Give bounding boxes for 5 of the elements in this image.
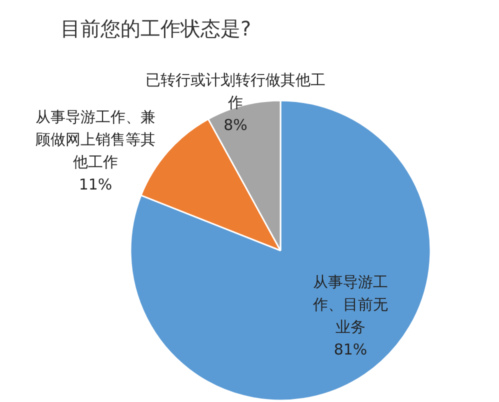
data-label: 8%: [224, 116, 248, 134]
slice-label: 从事导游工作、目前无业务: [312, 272, 388, 336]
chart-title: 目前您的工作状态是?: [60, 16, 252, 40]
data-label: 11%: [78, 175, 112, 194]
data-label: 81%: [334, 340, 368, 358]
